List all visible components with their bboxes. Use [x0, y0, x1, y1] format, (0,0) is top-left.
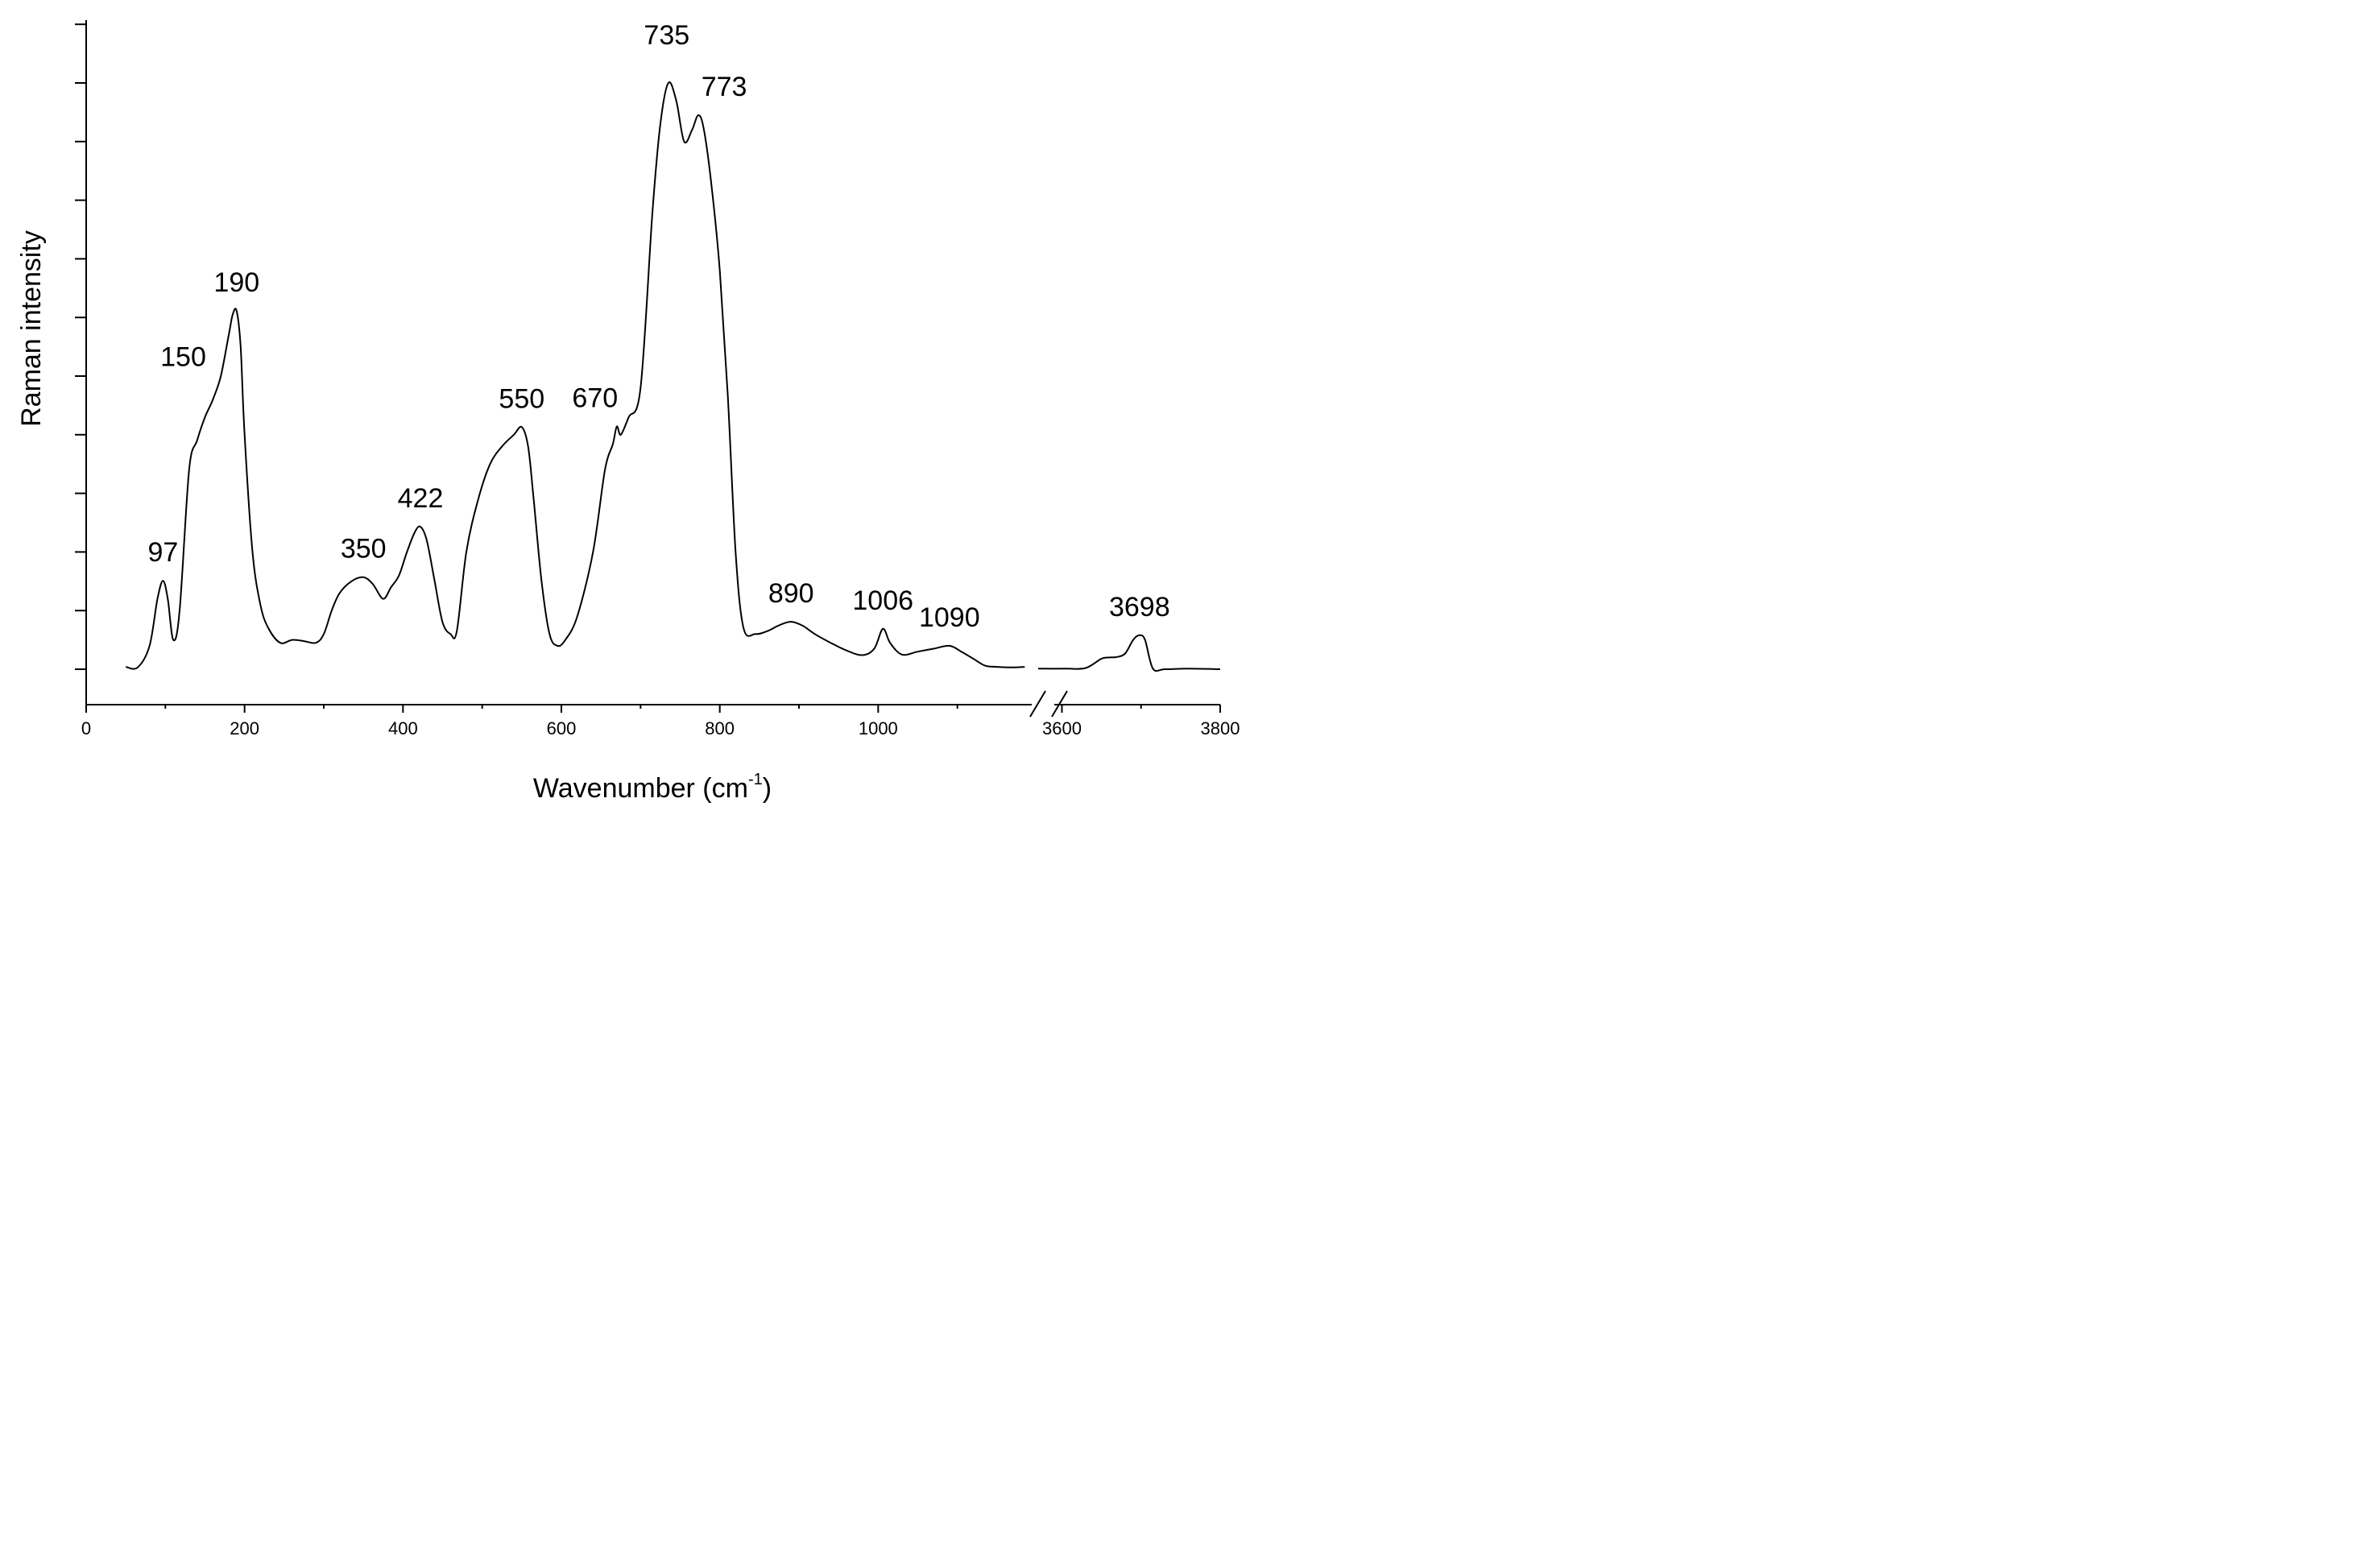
x-axis-label: Wavenumber (cm-1) [533, 771, 772, 804]
x-axis-label-text: Wavenumber (cm [533, 773, 748, 804]
x-tick-label: 3600 [1042, 718, 1082, 738]
series-group [125, 81, 1221, 672]
spectrum-line-segment-1 [125, 81, 1025, 670]
peak-label: 1006 [852, 585, 913, 616]
axis-break-mark [1029, 690, 1046, 718]
x-axis-label-suffix: ) [763, 773, 772, 804]
spectrum-line-segment-2 [1037, 634, 1221, 672]
x-tick-label: 800 [705, 718, 735, 738]
peak-label: 773 [702, 72, 747, 102]
axes [85, 20, 1220, 718]
x-tick-label: 400 [388, 718, 418, 738]
peak-label: 550 [499, 383, 544, 414]
x-tick-label: 3800 [1201, 718, 1240, 738]
peak-label: 1090 [919, 602, 980, 633]
peak-label: 670 [572, 383, 618, 414]
x-tick-label: 600 [547, 718, 577, 738]
peak-label: 350 [341, 534, 387, 565]
axis-break-mark [1051, 690, 1068, 718]
raman-spectrum-chart: 0 200 400 600 800 1000 3600 3800 97 150 190 350 422… [16, 20, 1240, 804]
peak-label: 150 [160, 342, 206, 373]
peak-label: 190 [213, 267, 259, 298]
peak-label: 3698 [1109, 592, 1170, 623]
peak-label: 422 [398, 483, 444, 514]
y-axis-label: Raman intensity [16, 230, 47, 427]
peak-label: 735 [644, 20, 689, 51]
x-axis-label-superscript: -1 [748, 771, 763, 788]
x-tick-label: 0 [81, 718, 91, 738]
y-ticks [75, 23, 86, 670]
axis-break-marks [1029, 690, 1068, 718]
x-tick-label: 200 [230, 718, 259, 738]
peak-label: 97 [147, 537, 178, 568]
x-tick-label: 1000 [859, 718, 898, 738]
x-ticks: 0 200 400 600 800 1000 3600 3800 [81, 705, 1240, 738]
peak-label: 890 [768, 578, 814, 609]
